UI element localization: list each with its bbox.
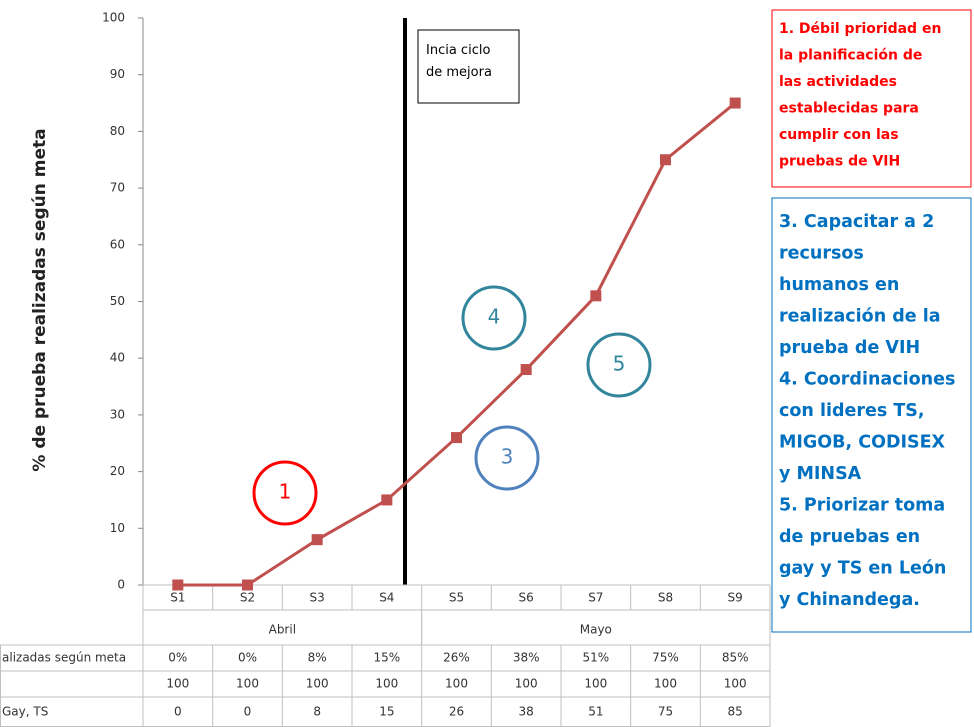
- y-tick-label: 60: [110, 237, 125, 251]
- step-number: 3: [501, 445, 514, 469]
- red-note-line: 1. Débil prioridad en: [779, 21, 941, 37]
- blue-note-line: y Chinandega.: [779, 590, 920, 610]
- table-cell: 100: [445, 677, 468, 691]
- step-number: 4: [488, 305, 501, 329]
- blue-note-line: realización de la: [779, 307, 941, 327]
- y-tick-label: 0: [117, 578, 125, 592]
- step-circle: [252, 460, 318, 526]
- step-circle: [461, 285, 527, 351]
- table-cell: 100: [515, 677, 538, 691]
- blue-note-line: recursos: [779, 244, 864, 264]
- y-tick-label: 20: [110, 464, 125, 478]
- row-label: alizadas según meta: [2, 651, 126, 665]
- table-cell: 100: [584, 677, 607, 691]
- table-cell: 0: [244, 705, 252, 719]
- x-tick-label: S9: [728, 591, 743, 605]
- marker: [311, 534, 323, 546]
- group-label: Mayo: [580, 623, 612, 637]
- table-cell: 38: [519, 705, 534, 719]
- table-cell: 100: [166, 677, 189, 691]
- y-tick-label: 90: [110, 67, 125, 81]
- step-number: 5: [613, 352, 626, 376]
- table-cell: 85%: [722, 651, 749, 665]
- row-label: Gay, TS: [2, 705, 48, 719]
- x-tick-label: S2: [240, 591, 255, 605]
- blue-note-line: 5. Priorizar toma: [779, 496, 945, 516]
- marker: [242, 579, 253, 591]
- table-cell: 15%: [373, 651, 400, 665]
- red-note-line: pruebas de VIH: [779, 154, 900, 170]
- table-cell: 15: [379, 705, 394, 719]
- y-tick-label: 70: [110, 181, 125, 195]
- x-tick-label: S3: [310, 591, 325, 605]
- table-cell: 100: [306, 677, 329, 691]
- blue-note-line: de pruebas en: [779, 527, 920, 547]
- x-tick-label: S5: [449, 591, 464, 605]
- y-tick-label: 10: [110, 521, 125, 535]
- table-cell: 38%: [513, 651, 540, 665]
- y-tick-label: 30: [110, 407, 125, 421]
- note-box: [417, 29, 520, 104]
- y-tick-label: 40: [110, 351, 125, 365]
- table-cell: 85: [728, 705, 743, 719]
- blue-note-line: 4. Coordinaciones: [779, 370, 955, 390]
- x-tick-label: S8: [658, 591, 673, 605]
- step-circle: [474, 425, 540, 491]
- table-cell: 8%: [308, 651, 327, 665]
- y-tick-label: 50: [110, 294, 125, 308]
- table-cell: 100: [654, 677, 677, 691]
- table-cell: 51: [588, 705, 603, 719]
- red-note-line: la planificación de: [779, 48, 922, 64]
- blue-note-line: 3. Capacitar a 2: [779, 212, 934, 232]
- blue-note-line: prueba de VIH: [779, 338, 920, 358]
- table-cell: 0%: [168, 651, 187, 665]
- x-tick-label: S7: [588, 591, 603, 605]
- table-cell: 100: [236, 677, 259, 691]
- blue-note-line: MIGOB, CODISEX: [779, 433, 946, 453]
- marker: [590, 290, 602, 302]
- table-cell: 8: [313, 705, 321, 719]
- step-number: 1: [279, 480, 292, 504]
- table-cell: 100: [724, 677, 747, 691]
- x-tick-label: S6: [519, 591, 534, 605]
- note-text: Incia ciclo de mejora: [426, 43, 492, 80]
- blue-note-line: gay y TS en León: [779, 559, 946, 579]
- x-tick-label: S1: [170, 591, 185, 605]
- table-cell: 0%: [238, 651, 257, 665]
- table-cell: 51%: [582, 651, 609, 665]
- red-note-line: cumplir con las: [779, 127, 899, 143]
- red-note-line: establecidas para: [779, 101, 919, 117]
- marker: [451, 432, 462, 444]
- group-label: Abril: [269, 623, 296, 637]
- y-tick-label: 80: [110, 124, 125, 138]
- table-cell: 75: [658, 705, 673, 719]
- marker: [172, 579, 184, 591]
- marker: [729, 97, 741, 109]
- blue-note-line: con lideres TS,: [779, 401, 925, 421]
- blue-note-line: humanos en: [779, 275, 899, 295]
- blue-note-line: y MINSA: [779, 464, 862, 484]
- y-tick-label: 100: [102, 11, 125, 25]
- x-tick-label: S4: [379, 591, 394, 605]
- red-note-line: las actividades: [779, 74, 897, 90]
- marker: [660, 154, 671, 166]
- step-circle: [586, 332, 652, 398]
- table-cell: 0: [174, 705, 182, 719]
- table-cell: 26%: [443, 651, 470, 665]
- y-axis-label: % de prueba realizadas según meta: [30, 128, 50, 471]
- table-cell: 100: [375, 677, 398, 691]
- table-cell: 26: [449, 705, 464, 719]
- marker: [520, 364, 532, 376]
- marker: [381, 494, 393, 506]
- table-cell: 75%: [652, 651, 679, 665]
- blue-note-box: [771, 197, 972, 633]
- red-note-box: [771, 9, 972, 188]
